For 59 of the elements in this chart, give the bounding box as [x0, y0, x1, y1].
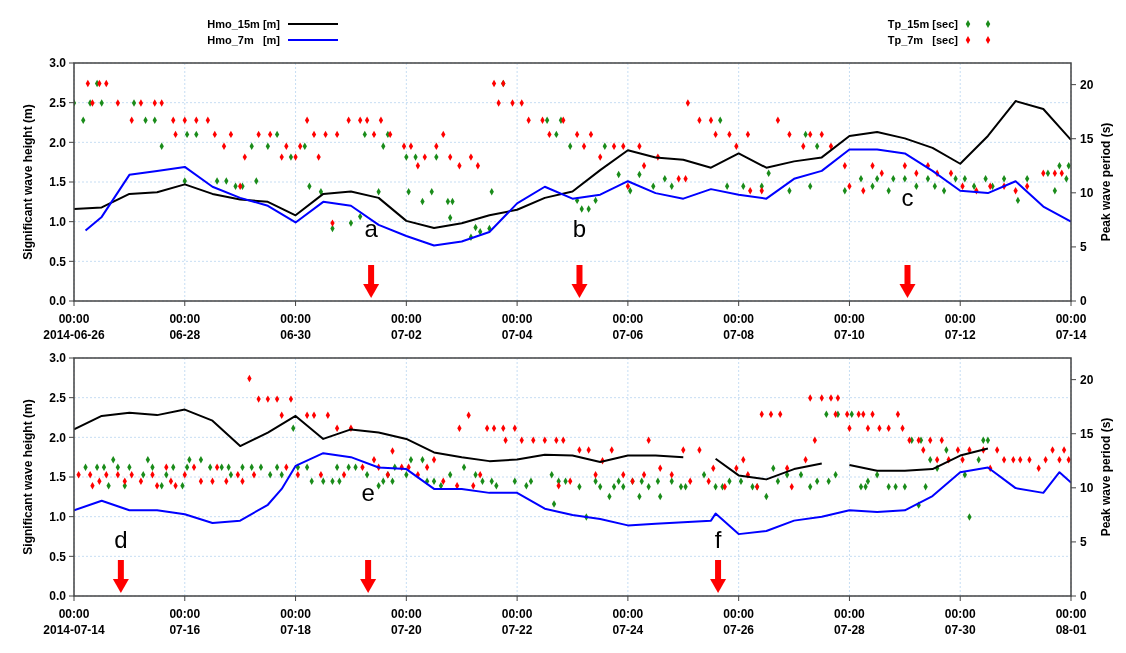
annotation: f — [714, 526, 722, 554]
y-tick-label: 2.0 — [49, 135, 67, 150]
y-tick-label: 2.5 — [49, 95, 67, 110]
x-tick-label: 00:00 07-24 — [612, 607, 644, 637]
x-tick-label: 00:00 07-02 — [390, 312, 422, 342]
y-tick-label: 2.0 — [49, 430, 67, 445]
y2-tick-label: 20 — [1080, 372, 1094, 387]
x-tick-label: 00:00 07-12 — [944, 312, 976, 342]
annotation: c — [901, 183, 914, 211]
x-tick-label: 00:00 07-30 — [944, 607, 976, 637]
y2-tick-label: 10 — [1080, 481, 1094, 496]
y2-tick-label: 5 — [1080, 535, 1087, 550]
x-tick-label: 00:00 07-10 — [834, 312, 866, 342]
x-tick-label: 00:00 07-14 — [1055, 312, 1087, 342]
x-tick-label: 00:00 07-28 — [834, 607, 866, 637]
x-tick-label: 00:00 2014-06-26 — [43, 312, 106, 342]
x-tick-label: 00:00 07-26 — [723, 607, 755, 637]
x-tick-label: 00:00 08-01 — [1055, 607, 1087, 637]
y-tick-label: 1.0 — [49, 509, 67, 524]
y2-tick-label: 5 — [1080, 240, 1087, 255]
y-axis-title: Significant wave height (m) — [21, 104, 35, 260]
annotation: b — [572, 214, 587, 242]
y2-tick-label: 10 — [1080, 186, 1094, 201]
y-axis-title: Significant wave height (m) — [21, 399, 35, 555]
y-tick-label: 1.0 — [49, 214, 67, 229]
legend-label: Tp_15m [sec] — [887, 18, 959, 30]
y-tick-label: 1.5 — [49, 470, 67, 485]
x-tick-label: 00:00 07-16 — [169, 607, 201, 637]
y2-axis-title: Peak wave period (s) — [1099, 122, 1113, 242]
x-tick-label: 00:00 07-06 — [612, 312, 644, 342]
x-tick-label: 00:00 07-22 — [501, 607, 533, 637]
y2-tick-label: 15 — [1080, 426, 1094, 441]
annotation: e — [361, 478, 375, 506]
y-tick-label: 0.5 — [49, 549, 67, 564]
line-series — [84, 148, 1071, 247]
y2-tick-label: 0 — [1080, 294, 1087, 309]
x-tick-label: 00:00 2014-07-14 — [43, 607, 106, 637]
x-tick-label: 00:00 07-18 — [280, 607, 312, 637]
y-tick-label: 3.0 — [49, 56, 67, 71]
y-tick-label: 0.0 — [49, 589, 67, 604]
y2-tick-label: 20 — [1080, 77, 1094, 92]
x-tick-label: 00:00 06-28 — [169, 312, 201, 342]
y2-axis-title: Peak wave period (s) — [1099, 417, 1113, 537]
y-tick-label: 1.5 — [49, 175, 67, 190]
y-tick-label: 3.0 — [49, 351, 67, 366]
x-tick-label: 00:00 06-30 — [280, 312, 312, 342]
x-tick-label: 00:00 07-08 — [723, 312, 755, 342]
legend-label: Hmo_15m [m] — [207, 18, 281, 30]
legend-label: Hmo_7m [m] — [207, 34, 281, 46]
annotation: d — [114, 526, 128, 554]
annotation: a — [364, 214, 379, 242]
y-tick-label: 2.5 — [49, 390, 67, 405]
y-tick-label: 0.0 — [49, 294, 67, 309]
y2-tick-label: 0 — [1080, 589, 1087, 604]
y2-tick-label: 15 — [1080, 131, 1094, 146]
x-tick-label: 00:00 07-04 — [501, 312, 533, 342]
y-tick-label: 0.5 — [49, 254, 67, 269]
legend-label: Tp_7m [sec] — [887, 34, 959, 46]
x-tick-label: 00:00 07-20 — [390, 607, 422, 637]
